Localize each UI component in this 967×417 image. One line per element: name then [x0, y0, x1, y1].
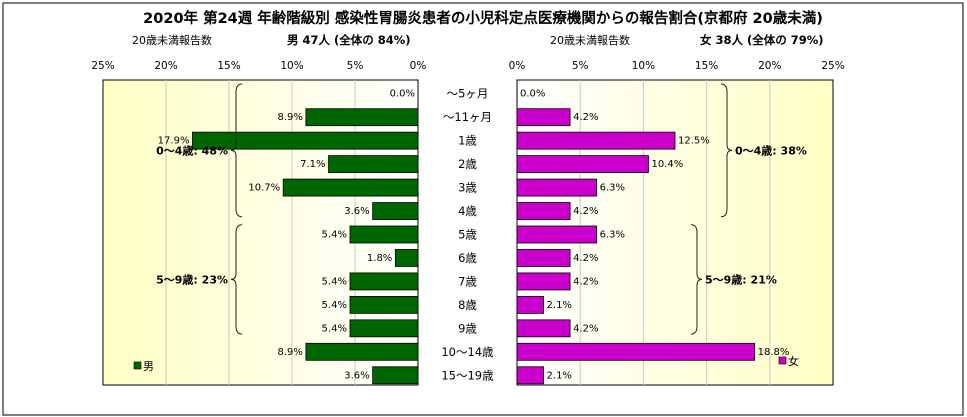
- category-label: 2歳: [458, 157, 477, 171]
- female-legend-swatch: [778, 356, 787, 365]
- male-bar: [394, 249, 419, 267]
- female-data-label: 12.5%: [678, 136, 710, 147]
- chart-title: 2020年 第24週 年齢階級別 感染性胃腸炎患者の小児科定点医療機関からの報告…: [143, 9, 823, 27]
- male-data-label: 5.4%: [322, 300, 347, 311]
- category-label: 7歳: [458, 274, 477, 288]
- category-labels: ～5ヶ月 ～11ヶ月 1歳 2歳 3歳 4歳 5歳 6歳 7歳 8歳 9歳 10～14歳 15～19歳: [441, 87, 494, 383]
- category-label: 10～14歳: [441, 345, 494, 359]
- category-label: 3歳: [458, 181, 477, 195]
- female-bar: [516, 225, 598, 244]
- male-data-label: 17.9%: [158, 136, 190, 147]
- female-bar: [516, 295, 544, 314]
- male-age-0-4-label: 0～4歳: 48%: [156, 143, 228, 157]
- female-x-tick-label: 25%: [821, 60, 844, 72]
- male-x-tick-label: 5%: [347, 60, 364, 72]
- female-header-left: 20歳未満報告数: [550, 34, 630, 47]
- age-group-braces: 0～4歳: 48% 5～9歳: 23% 0～4歳: 38% 5～9歳: 21%: [156, 83, 807, 335]
- male-age-5-9-brace: [230, 224, 243, 335]
- category-label: 9歳: [458, 321, 477, 335]
- bars: 0.0% 0.0% 8.9% 4.2% 17.9% 12.5% 7.1% 10.4% 10.7%…: [158, 89, 790, 385]
- male-data-label: 5.4%: [322, 276, 347, 287]
- female-data-label: 6.3%: [600, 230, 625, 241]
- category-label: ～5ヶ月: [447, 87, 489, 101]
- male-data-label: 7.1%: [300, 159, 325, 170]
- female-bar: [516, 272, 571, 291]
- male-bar: [349, 225, 419, 244]
- female-header-right: 女 38人 (全体の 79%): [700, 33, 824, 47]
- male-x-tick-label: 15%: [217, 60, 240, 72]
- female-x-tick-label: 15%: [695, 60, 718, 72]
- female-x-tick-label: 0%: [509, 60, 526, 72]
- female-data-label: 18.8%: [758, 347, 790, 358]
- male-x-tick-label: 0%: [410, 60, 427, 72]
- female-bar: [516, 108, 571, 127]
- female-data-label: 4.2%: [573, 253, 598, 264]
- female-data-label: 2.1%: [547, 370, 572, 381]
- male-age-5-9-label: 5～9歳: 23%: [156, 272, 228, 286]
- male-legend-swatch: [133, 361, 142, 370]
- female-bar: [516, 319, 571, 338]
- male-x-tick-label: 10%: [280, 60, 303, 72]
- male-age-0-4-brace: [230, 83, 243, 218]
- female-data-label: 2.1%: [547, 300, 572, 311]
- female-bar: [516, 366, 544, 385]
- male-data-label: 0.0%: [390, 89, 415, 100]
- category-label: 8歳: [458, 298, 477, 312]
- male-bar: [305, 108, 419, 127]
- female-data-label: 10.4%: [651, 159, 683, 170]
- male-bar: [349, 272, 419, 291]
- female-bar: [516, 178, 598, 197]
- category-label: 6歳: [458, 251, 477, 265]
- male-header-right: 男 47人 (全体の 84%): [287, 33, 411, 47]
- category-label: 5歳: [458, 228, 477, 242]
- male-bar: [349, 295, 419, 314]
- category-label: 15～19歳: [441, 368, 494, 382]
- female-data-label: 4.2%: [573, 206, 598, 217]
- male-data-label: 8.9%: [277, 347, 302, 358]
- axis-ticks: 25% 20% 15% 10% 5% 0% 0% 5% 10% 15% 20% 25%: [91, 60, 844, 72]
- female-data-label: 6.3%: [600, 183, 625, 194]
- female-age-5-9-brace: [690, 224, 703, 335]
- female-legend-label: 女: [788, 354, 799, 368]
- male-bar: [349, 319, 419, 338]
- male-data-label: 8.9%: [277, 112, 302, 123]
- male-bar: [328, 155, 419, 174]
- male-data-label: 3.6%: [344, 370, 369, 381]
- female-bar: [516, 249, 571, 267]
- female-age-0-4-label: 0～4歳: 38%: [735, 143, 807, 157]
- male-data-label: 5.4%: [322, 230, 347, 241]
- female-data-label: 4.2%: [573, 323, 598, 334]
- male-bar: [305, 342, 419, 361]
- female-age-5-9-label: 5～9歳: 21%: [705, 272, 777, 286]
- male-x-tick-label: 25%: [91, 60, 114, 72]
- male-data-label: 10.7%: [248, 183, 280, 194]
- male-bar: [372, 366, 419, 385]
- female-data-label: 0.0%: [520, 89, 545, 100]
- male-bar: [192, 131, 419, 150]
- female-data-label: 4.2%: [573, 112, 598, 123]
- category-label: 1歳: [458, 134, 477, 148]
- female-bar: [516, 131, 676, 150]
- female-x-tick-label: 20%: [758, 60, 781, 72]
- female-bar: [516, 342, 756, 361]
- category-label: 4歳: [458, 204, 477, 218]
- male-bar: [282, 178, 419, 197]
- female-data-label: 4.2%: [573, 276, 598, 287]
- male-data-label: 3.6%: [344, 206, 369, 217]
- male-header-left: 20歳未満報告数: [132, 34, 212, 47]
- male-data-label: 5.4%: [322, 323, 347, 334]
- female-age-0-4-brace: [720, 83, 733, 218]
- category-label: ～11ヶ月: [443, 110, 492, 124]
- male-x-tick-label: 20%: [154, 60, 177, 72]
- female-bar: [516, 155, 649, 174]
- female-bar: [516, 202, 571, 220]
- male-legend-label: 男: [143, 360, 154, 373]
- male-bar: [372, 202, 419, 220]
- female-x-tick-label: 5%: [572, 60, 589, 72]
- male-data-label: 1.8%: [367, 253, 392, 264]
- female-x-tick-label: 10%: [632, 60, 655, 72]
